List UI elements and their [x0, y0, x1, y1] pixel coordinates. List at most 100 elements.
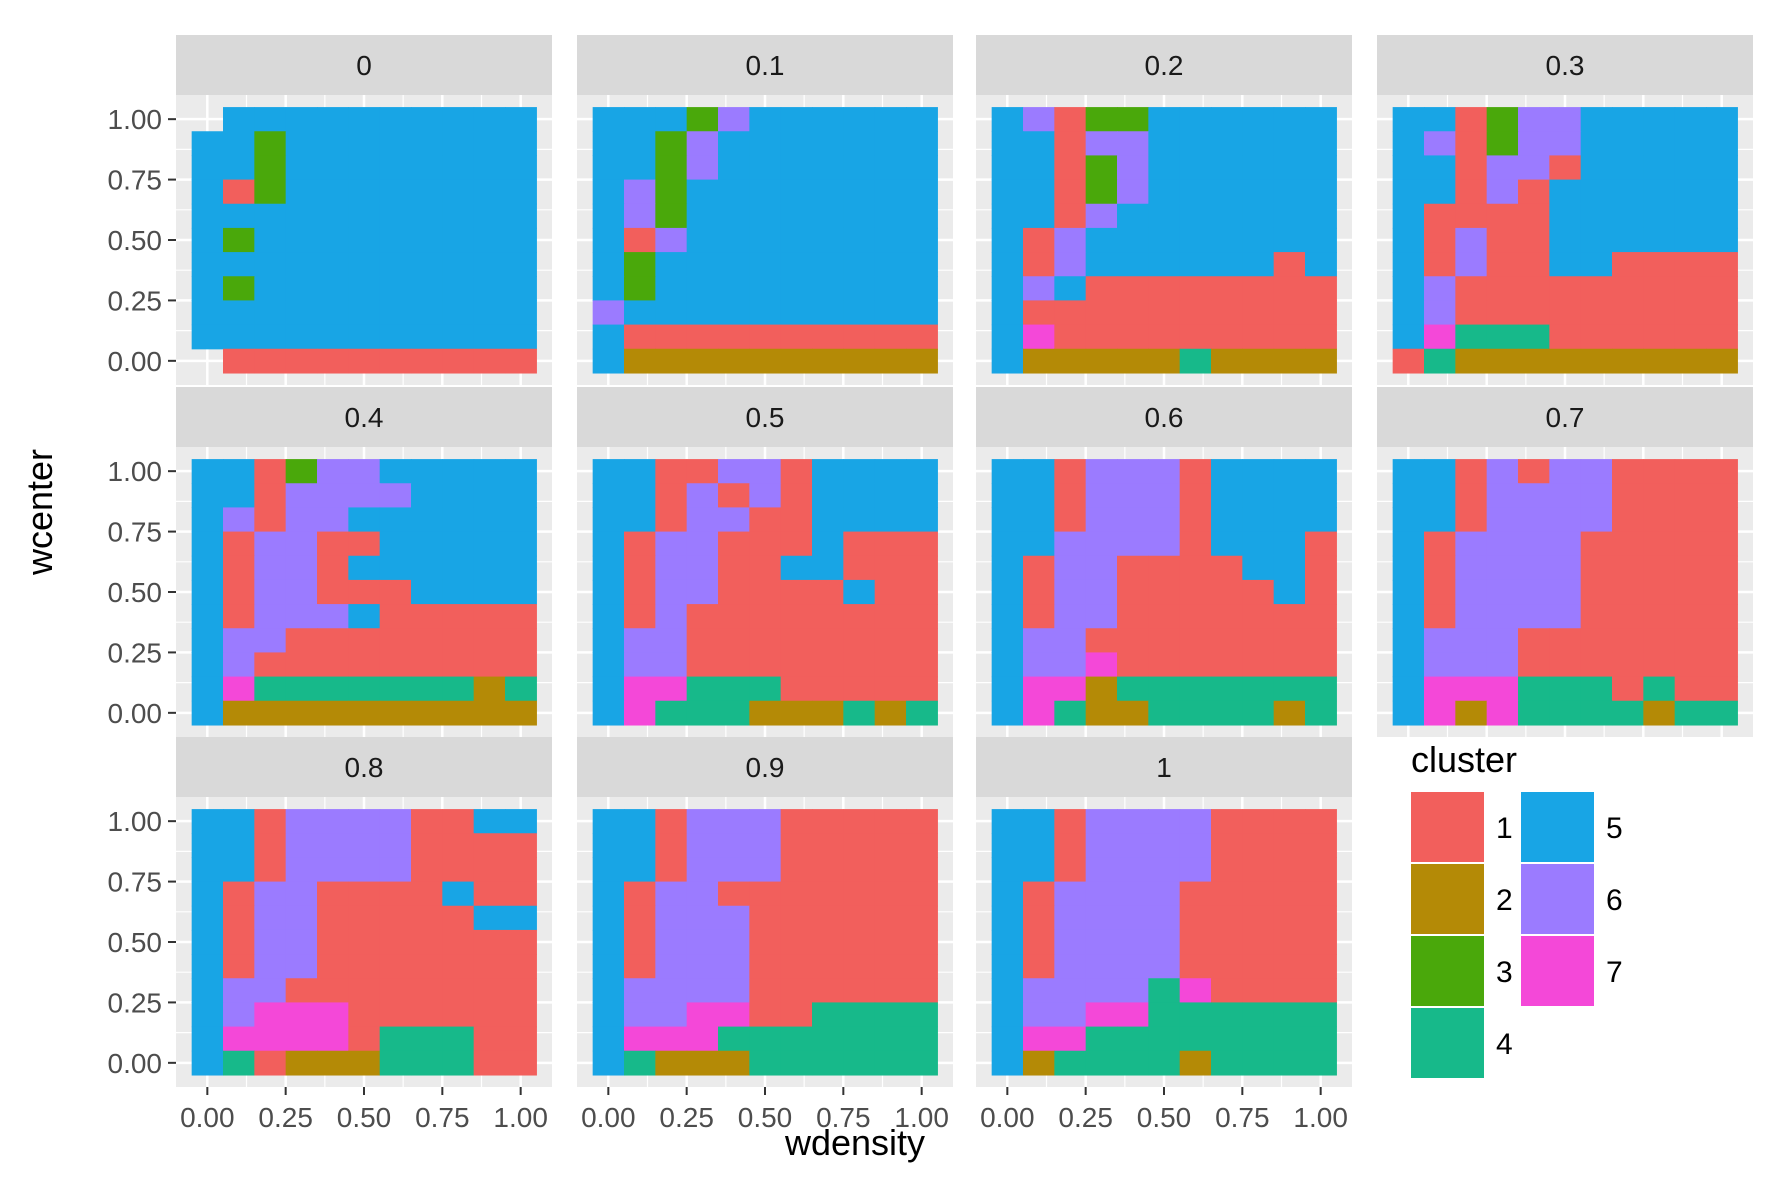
facet-panel: 0.7 [1377, 387, 1753, 737]
heatmap-tile [285, 676, 318, 702]
heatmap-tile [1179, 978, 1212, 1004]
heatmap-tile [348, 227, 381, 253]
heatmap-tile [317, 1050, 349, 1076]
heatmap-tile [223, 507, 255, 533]
heatmap-tile [1305, 179, 1337, 205]
heatmap-tile [1148, 507, 1181, 533]
heatmap-tile [1117, 676, 1149, 702]
heatmap-tile [843, 203, 876, 229]
heatmap-tile [1273, 628, 1306, 654]
heatmap-tile [624, 459, 656, 484]
heatmap-tile [223, 227, 255, 253]
heatmap-tile [749, 604, 782, 629]
heatmap-tile [686, 348, 719, 374]
heatmap-tile [812, 905, 844, 931]
heatmap-tile [592, 676, 625, 702]
heatmap-tile [1148, 700, 1181, 726]
heatmap-tile [348, 203, 381, 229]
heatmap-tile [254, 700, 287, 726]
heatmap-tile [1211, 276, 1243, 302]
heatmap-tile [442, 1050, 475, 1076]
heatmap-tile [1549, 604, 1582, 629]
heatmap-tile [991, 227, 1024, 253]
heatmap-tile [442, 857, 475, 883]
heatmap-tile [1674, 252, 1707, 277]
legend-label: 7 [1606, 956, 1623, 989]
heatmap-tile [254, 276, 287, 302]
heatmap-tile [655, 652, 688, 678]
heatmap-tile [1179, 324, 1212, 350]
heatmap-tile [505, 252, 537, 277]
heatmap-tile [1392, 676, 1425, 702]
heatmap-tile [991, 203, 1024, 229]
heatmap-tile [473, 628, 506, 654]
heatmap-tile [1674, 483, 1707, 509]
heatmap-tile [906, 809, 938, 834]
heatmap-tile [1054, 676, 1087, 702]
y-tick-label: 0.25 [108, 285, 163, 316]
heatmap-tile [906, 700, 938, 726]
heatmap-tile [1054, 809, 1087, 834]
heatmap-tile [223, 555, 255, 581]
heatmap-tile [223, 1002, 255, 1028]
heatmap-tile [780, 833, 813, 859]
heatmap-tile [1305, 507, 1337, 533]
heatmap-tile [223, 348, 255, 374]
heatmap-tile [1023, 833, 1055, 859]
heatmap-tile [1305, 604, 1337, 629]
heatmap-tile [317, 507, 349, 533]
heatmap-tile [1211, 324, 1243, 350]
heatmap-tile [505, 483, 537, 509]
heatmap-tile [991, 809, 1024, 834]
heatmap-tile [1706, 604, 1738, 629]
heatmap-tile [223, 131, 255, 157]
heatmap-tile [1549, 300, 1582, 326]
heatmap-tile [379, 905, 412, 931]
heatmap-tile [874, 179, 907, 205]
heatmap-tile [1179, 929, 1212, 955]
heatmap-tile [1023, 954, 1055, 979]
heatmap-tile [254, 954, 287, 979]
heatmap-tile [473, 1026, 506, 1052]
heatmap-tile [1148, 676, 1181, 702]
heatmap-tile [1211, 348, 1243, 374]
heatmap-tile [1085, 978, 1118, 1004]
heatmap-tile [411, 881, 443, 907]
heatmap-tile [874, 579, 907, 605]
heatmap-tile [686, 179, 719, 205]
heatmap-tile [505, 131, 537, 157]
heatmap-tile [1612, 131, 1644, 157]
heatmap-tile [1085, 954, 1118, 979]
heatmap-tile [1392, 628, 1425, 654]
heatmap-tile [1643, 252, 1676, 277]
heatmap-tile [348, 483, 381, 509]
heatmap-tile [718, 555, 750, 581]
heatmap-tile [843, 1002, 876, 1028]
heatmap-tile [991, 483, 1024, 509]
heatmap-tile [317, 1002, 349, 1028]
legend-key [1411, 792, 1484, 862]
heatmap-tile [780, 459, 813, 484]
heatmap-tile [1211, 459, 1243, 484]
heatmap-tile [1518, 300, 1550, 326]
heatmap-tile [1211, 531, 1243, 557]
heatmap-tile [411, 700, 443, 726]
heatmap-tile [1242, 978, 1275, 1004]
facet-strip-label: 0.5 [746, 402, 785, 433]
heatmap-tile [624, 905, 656, 931]
heatmap-tile [1305, 483, 1337, 509]
x-tick-label: 0.50 [1137, 1102, 1192, 1133]
heatmap-tile [624, 1050, 656, 1076]
heatmap-tile [624, 857, 656, 883]
heatmap-tile [655, 809, 688, 834]
heatmap-tile [505, 459, 537, 484]
heatmap-tile [1424, 579, 1456, 605]
heatmap-tile [1518, 131, 1550, 157]
heatmap-tile [1117, 857, 1149, 883]
heatmap-tile [906, 978, 938, 1004]
heatmap-tile [655, 348, 688, 374]
heatmap-tile [1148, 604, 1181, 629]
heatmap-tile [718, 579, 750, 605]
heatmap-tile [1242, 131, 1275, 157]
heatmap-tile [1117, 348, 1149, 374]
